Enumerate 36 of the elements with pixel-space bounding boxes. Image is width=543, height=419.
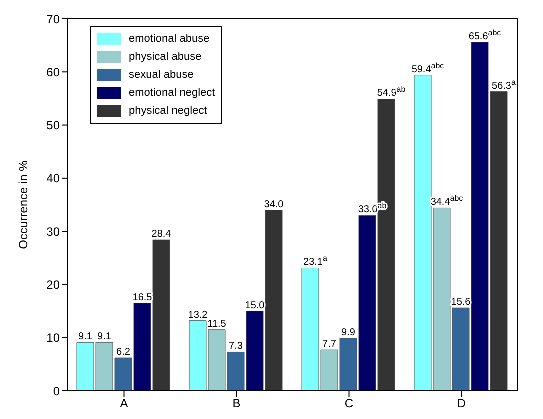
data-label: 11.5 — [208, 318, 227, 330]
data-label: 9.9 — [342, 327, 356, 338]
data-label: 23.1$^{a}$ — [304, 254, 328, 268]
data-label: 7.7 — [322, 339, 337, 350]
data-label: 7.3 — [229, 341, 244, 352]
legend-label: emotional neglect — [129, 87, 216, 99]
y-tick-label: 70 — [46, 12, 60, 26]
y-tick-label: 50 — [46, 118, 60, 133]
data-label: 59.4$^{abc}$ — [412, 60, 444, 76]
data-label: 65.6$^{abc}$ — [468, 28, 502, 42]
y-axis-title: Occurrence in % — [16, 160, 30, 250]
data-label: 9.1 — [78, 332, 93, 343]
data-label: 15.0 — [245, 300, 266, 312]
data-label: 13.2 — [188, 310, 208, 321]
data-label: 28.4 — [152, 229, 172, 240]
data-label: 6.2 — [116, 347, 131, 358]
legend-label: physical neglect — [129, 105, 208, 117]
data-label: 54.9$^{ab}$ — [377, 84, 406, 100]
legend-label: emotional abuse — [129, 33, 210, 45]
data-label: 16.5 — [132, 292, 153, 304]
data-label: 34.0 — [264, 199, 284, 210]
data-label: 15.6 — [451, 297, 472, 308]
y-tick-label: 60 — [46, 65, 60, 80]
x-tick-label: B — [232, 396, 241, 411]
data-label: 56.3$^{a}$ — [492, 77, 517, 92]
y-tick-label: 20 — [46, 278, 60, 292]
y-tick-label: 0 — [53, 384, 60, 398]
legend-label: physical abuse — [129, 51, 202, 63]
x-tick-label: C — [344, 396, 354, 411]
x-tick-label: A — [120, 396, 128, 411]
y-tick-label: 10 — [46, 331, 60, 346]
legend-label: sexual abuse — [129, 69, 194, 81]
data-label: 9.1 — [98, 332, 112, 343]
y-tick-label: 30 — [46, 224, 60, 239]
y-tick-label: 40 — [46, 172, 60, 186]
x-tick-label: D — [457, 396, 466, 411]
